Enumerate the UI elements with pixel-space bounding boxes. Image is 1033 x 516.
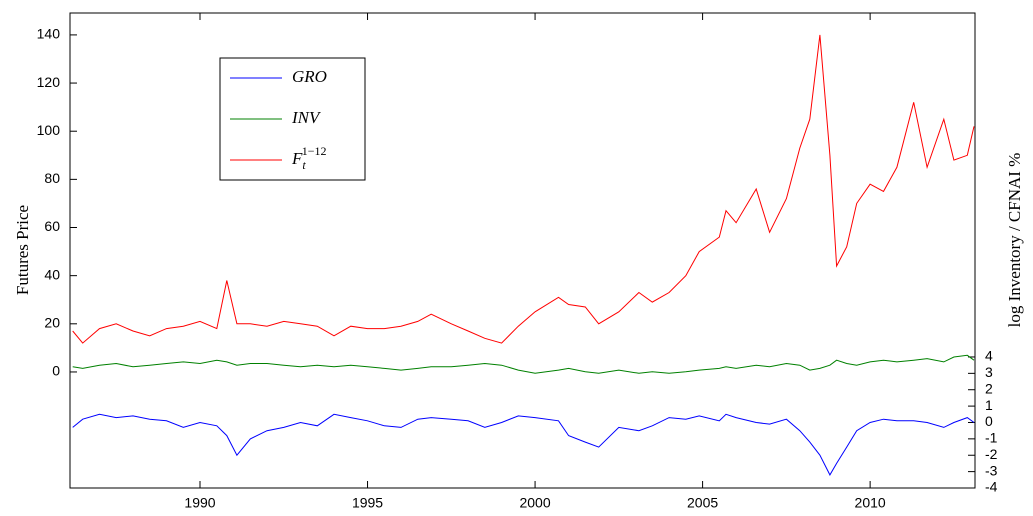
- y-tick-label: 80: [44, 170, 60, 186]
- legend-label: INV: [291, 108, 322, 127]
- y2-tick-label: -1: [985, 430, 998, 446]
- legend-label: GRO: [292, 67, 327, 86]
- y2-tick-label: 4: [985, 348, 993, 364]
- y2-tick-label: -3: [985, 462, 998, 478]
- y2-tick-label: 0: [985, 413, 993, 429]
- y-tick-label: 100: [37, 122, 61, 138]
- x-tick-label: 2005: [687, 495, 718, 511]
- x-tick-label: 1995: [352, 495, 383, 511]
- y-tick-label: 40: [44, 266, 60, 282]
- y-axis-label: Futures Price: [13, 205, 32, 295]
- y-tick-label: 140: [37, 26, 61, 42]
- series-line: [72, 354, 975, 374]
- x-tick-label: 2000: [519, 495, 550, 511]
- plot-frame: [69, 12, 976, 489]
- y-tick-label: 120: [37, 74, 61, 90]
- y-tick-label: 20: [44, 315, 60, 331]
- y2-axis-label: log Inventory / CFNAI %: [1005, 153, 1024, 328]
- y2-tick-label: -4: [985, 479, 998, 495]
- series-line: [72, 413, 975, 476]
- y2-tick-label: -2: [985, 446, 998, 462]
- y-tick-label: 0: [52, 363, 60, 379]
- y-tick-label: 60: [44, 218, 60, 234]
- x-tick-label: 1990: [184, 495, 215, 511]
- series-line: [72, 34, 975, 344]
- y2-tick-label: 1: [985, 397, 993, 413]
- x-tick-label: 2010: [855, 495, 886, 511]
- y2-tick-label: 3: [985, 364, 993, 380]
- y2-tick-label: 2: [985, 380, 993, 396]
